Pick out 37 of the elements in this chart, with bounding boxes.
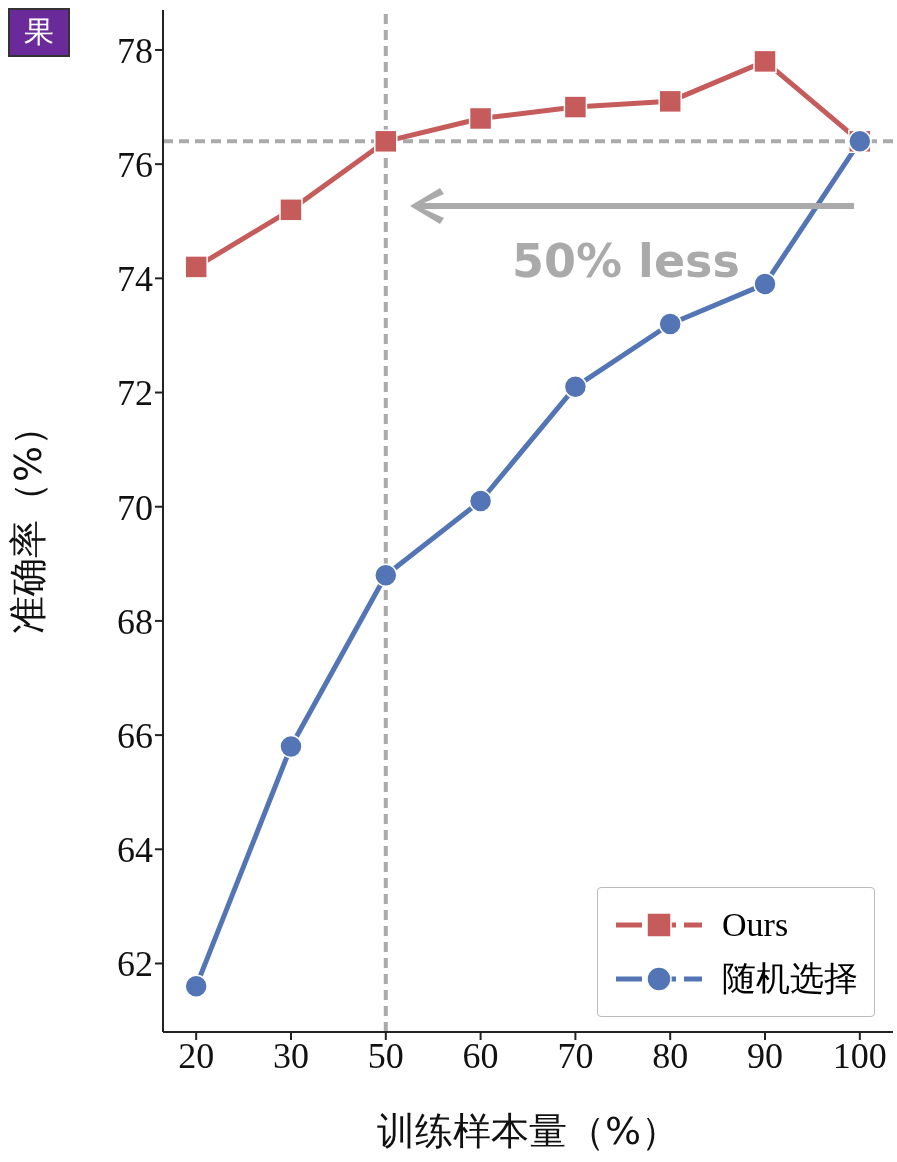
- annotation: 50% less: [508, 234, 744, 288]
- y-tick-label: 72: [117, 373, 153, 414]
- point: [374, 563, 398, 587]
- point: [753, 272, 777, 296]
- x-tick-label: 90: [747, 1035, 784, 1076]
- point: [468, 489, 493, 513]
- point: [658, 312, 682, 336]
- y-tick-label: 64: [117, 830, 153, 871]
- x-axis-title: 训练样本量（%）: [376, 1109, 680, 1153]
- point: [658, 89, 682, 114]
- point: [563, 95, 588, 119]
- x-tick-label: 100: [832, 1035, 887, 1076]
- x-tick-label: 20: [178, 1035, 215, 1076]
- y-tick-label: 78: [117, 30, 153, 71]
- point: [374, 129, 398, 154]
- y-tick-label: 74: [117, 259, 153, 300]
- x-tick-label: 30: [272, 1035, 309, 1076]
- point: [279, 734, 303, 759]
- point: [184, 255, 208, 279]
- y-axis-title: 准确率（%）: [6, 407, 51, 635]
- x-tick-label: 80: [652, 1035, 689, 1076]
- legend-label: Ours: [722, 906, 789, 944]
- x-tick-label: 50: [367, 1035, 404, 1076]
- y-tick-label: 62: [117, 944, 153, 985]
- point: [279, 198, 303, 222]
- point: [753, 49, 777, 74]
- y-tick-label: 66: [117, 715, 153, 756]
- legend-label: 随机选择: [722, 957, 858, 1000]
- point: [468, 106, 493, 131]
- x-tick-label: 70: [557, 1035, 594, 1076]
- text: 果: [8, 8, 70, 57]
- y-tick-label: 68: [117, 601, 153, 642]
- point: [184, 974, 208, 999]
- x-tick-label: 60: [462, 1035, 499, 1076]
- point: [563, 375, 588, 399]
- y-tick-label: 76: [117, 144, 153, 185]
- y-tick-label: 70: [117, 487, 153, 528]
